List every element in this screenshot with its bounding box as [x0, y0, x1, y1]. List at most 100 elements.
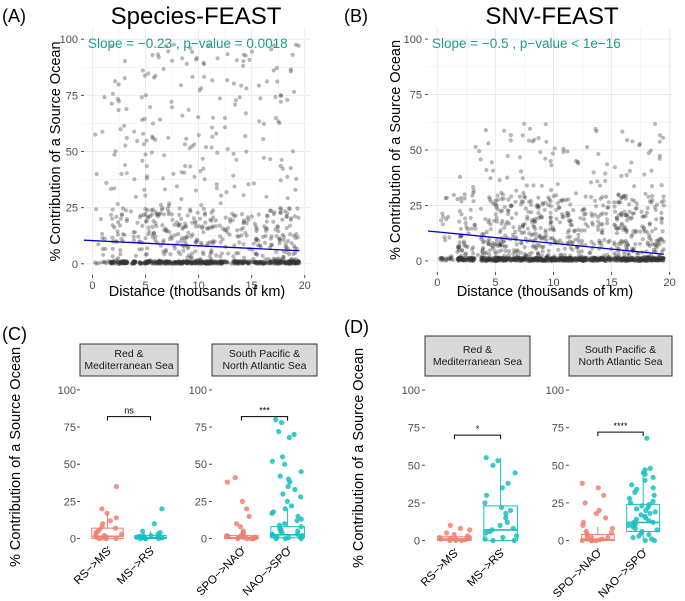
data-point [650, 256, 656, 261]
data-point [177, 260, 182, 265]
data-point [109, 260, 114, 265]
data-point [287, 223, 293, 228]
data-point [646, 256, 651, 261]
data-point [202, 261, 208, 266]
data-point [603, 178, 608, 183]
data-point [106, 259, 111, 264]
data-point [616, 252, 621, 258]
data-point [283, 260, 288, 265]
data-point [96, 260, 101, 266]
data-point [268, 259, 273, 264]
data-point [581, 258, 586, 263]
data-point [600, 222, 605, 227]
panel-label: (B) [344, 6, 368, 26]
data-point [296, 259, 301, 264]
data-point [652, 257, 657, 262]
data-point [498, 228, 503, 233]
data-point [278, 205, 283, 211]
data-point [238, 259, 244, 264]
data-point [225, 230, 230, 235]
data-point [199, 203, 204, 208]
data-point [190, 74, 195, 79]
data-point [172, 260, 177, 265]
data-point [139, 95, 144, 100]
data-point [556, 205, 562, 210]
data-point [457, 243, 462, 248]
data-point [441, 258, 446, 263]
data-point [470, 193, 475, 198]
data-point [167, 261, 172, 266]
data-point [113, 258, 119, 263]
data-point [630, 534, 636, 541]
data-point [552, 255, 558, 260]
data-point [235, 234, 240, 239]
data-point [565, 256, 571, 261]
data-point [210, 259, 215, 264]
data-point [571, 208, 576, 213]
data-point [519, 257, 524, 263]
data-point [116, 82, 121, 87]
data-point [241, 52, 246, 57]
data-point [589, 255, 594, 260]
data-point [624, 246, 630, 251]
data-point [437, 534, 443, 541]
data-point [245, 215, 250, 220]
data-point [471, 190, 476, 195]
data-point [542, 258, 547, 263]
data-point [140, 223, 145, 228]
data-point [241, 260, 246, 265]
data-point [503, 222, 508, 227]
data-point [612, 258, 617, 263]
data-point [632, 256, 638, 262]
data-point [209, 218, 214, 223]
data-point [285, 535, 291, 541]
data-point [568, 257, 573, 262]
data-point [518, 250, 523, 255]
data-point [613, 253, 618, 258]
data-point [606, 256, 611, 261]
data-point [246, 259, 251, 264]
data-point [166, 49, 171, 54]
data-point [616, 193, 621, 198]
data-point [542, 234, 547, 239]
data-point [519, 256, 524, 261]
data-point [518, 258, 524, 263]
data-point [93, 132, 98, 137]
data-point [617, 255, 623, 261]
data-point [659, 258, 665, 263]
data-point [174, 220, 180, 225]
data-point [286, 261, 291, 266]
data-point [282, 521, 288, 527]
data-point [243, 230, 248, 235]
data-point [564, 256, 570, 261]
data-point [110, 254, 115, 259]
data-point [165, 259, 171, 265]
data-point [487, 252, 492, 257]
data-point [568, 218, 574, 223]
data-point [524, 257, 529, 262]
data-point [110, 261, 115, 266]
data-point [457, 257, 462, 262]
data-point [199, 86, 204, 91]
data-point [624, 240, 630, 245]
data-point [515, 248, 520, 253]
data-point [181, 260, 186, 265]
data-point [642, 254, 647, 259]
data-point [634, 206, 639, 211]
data-point [469, 256, 475, 261]
data-point [464, 244, 469, 249]
data-point [249, 214, 254, 219]
data-point [269, 531, 275, 537]
data-point [576, 257, 581, 262]
y-tick-label: 100 [60, 34, 78, 46]
data-point [570, 258, 575, 263]
data-point [257, 260, 262, 266]
data-point [154, 260, 159, 265]
data-point [273, 260, 278, 265]
data-point [519, 240, 524, 245]
data-point [650, 242, 655, 247]
data-point [594, 204, 599, 209]
data-point [640, 224, 645, 229]
box-group: RS−>MS [72, 483, 125, 587]
data-point [119, 171, 124, 177]
